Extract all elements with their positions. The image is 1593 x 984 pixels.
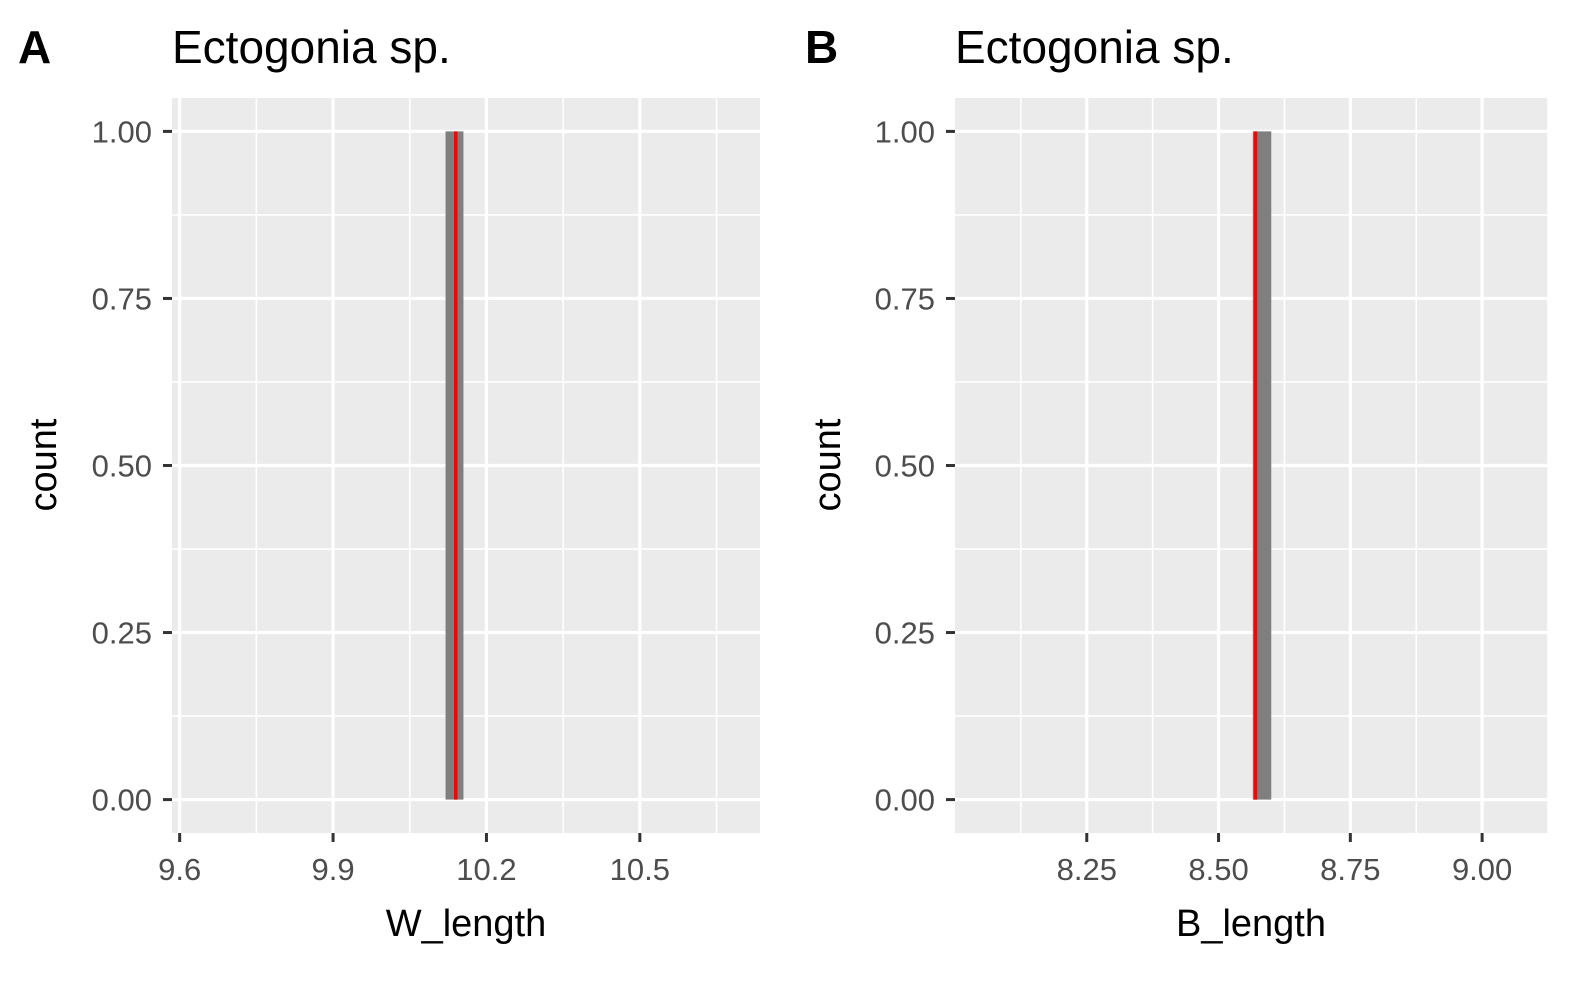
panel-a-y-axis: 0.00 0.25 0.50 0.75 1.00 <box>92 114 172 818</box>
panel-b-y-tick-label-1: 0.25 <box>875 616 935 651</box>
panel-a-x-tick-label-0: 9.6 <box>158 852 201 887</box>
panel-b-title: Ectogonia sp. <box>955 21 1234 73</box>
panel-b-grid <box>955 98 1549 833</box>
panel-a-x-axis: 9.6 9.9 10.2 10.5 <box>158 833 670 887</box>
panel-b-x-tick-label-1: 8.50 <box>1188 852 1248 887</box>
panel-a-y-tick-label-0: 0.00 <box>92 783 152 818</box>
panel-a-y-axis-label: count <box>23 418 65 511</box>
panel-b-x-axis-label: B_length <box>1176 903 1326 945</box>
panel-b-x-tick-label-2: 8.75 <box>1320 852 1380 887</box>
panel-a-x-tick-label-3: 10.5 <box>610 852 670 887</box>
panel-a-y-tick-label-1: 0.25 <box>92 616 152 651</box>
panel-b-y-tick-label-2: 0.50 <box>875 449 935 484</box>
panel-a-y-tick-label-2: 0.50 <box>92 449 152 484</box>
panel-a-x-tick-label-2: 10.2 <box>456 852 516 887</box>
panel-b-bar-0 <box>1252 131 1272 800</box>
panel-b-letter: B <box>805 21 838 73</box>
panel-a-grid <box>172 98 760 833</box>
panel-b-x-tick-label-3: 9.00 <box>1452 852 1512 887</box>
panel-a-letter: A <box>18 21 51 73</box>
panel-b-y-tick-label-4: 1.00 <box>875 114 935 149</box>
panel-b-bars <box>1252 131 1272 800</box>
panel-b-x-tick-label-0: 8.25 <box>1057 852 1117 887</box>
panel-a-x-axis-label: W_length <box>386 903 547 945</box>
panel-a-title: Ectogonia sp. <box>172 21 451 73</box>
panel-b-x-axis: 8.25 8.50 8.75 9.00 <box>1057 833 1512 887</box>
panel-a-y-tick-label-3: 0.75 <box>92 281 152 316</box>
panel-b-y-axis-label: count <box>807 418 849 511</box>
panel-a-x-tick-label-1: 9.9 <box>312 852 355 887</box>
panel-a-y-tick-label-4: 1.00 <box>92 114 152 149</box>
panel-b: B Ectogonia sp. 0.00 0.25 0.50 0.75 1.00 8.2… <box>805 21 1549 945</box>
panel-b-y-tick-label-0: 0.00 <box>875 783 935 818</box>
panel-b-y-tick-label-3: 0.75 <box>875 281 935 316</box>
panel-b-y-axis: 0.00 0.25 0.50 0.75 1.00 <box>875 114 955 818</box>
panel-a: A Ectogonia sp. 0.00 0.25 0.50 0.75 1.00 9.6… <box>18 21 760 945</box>
